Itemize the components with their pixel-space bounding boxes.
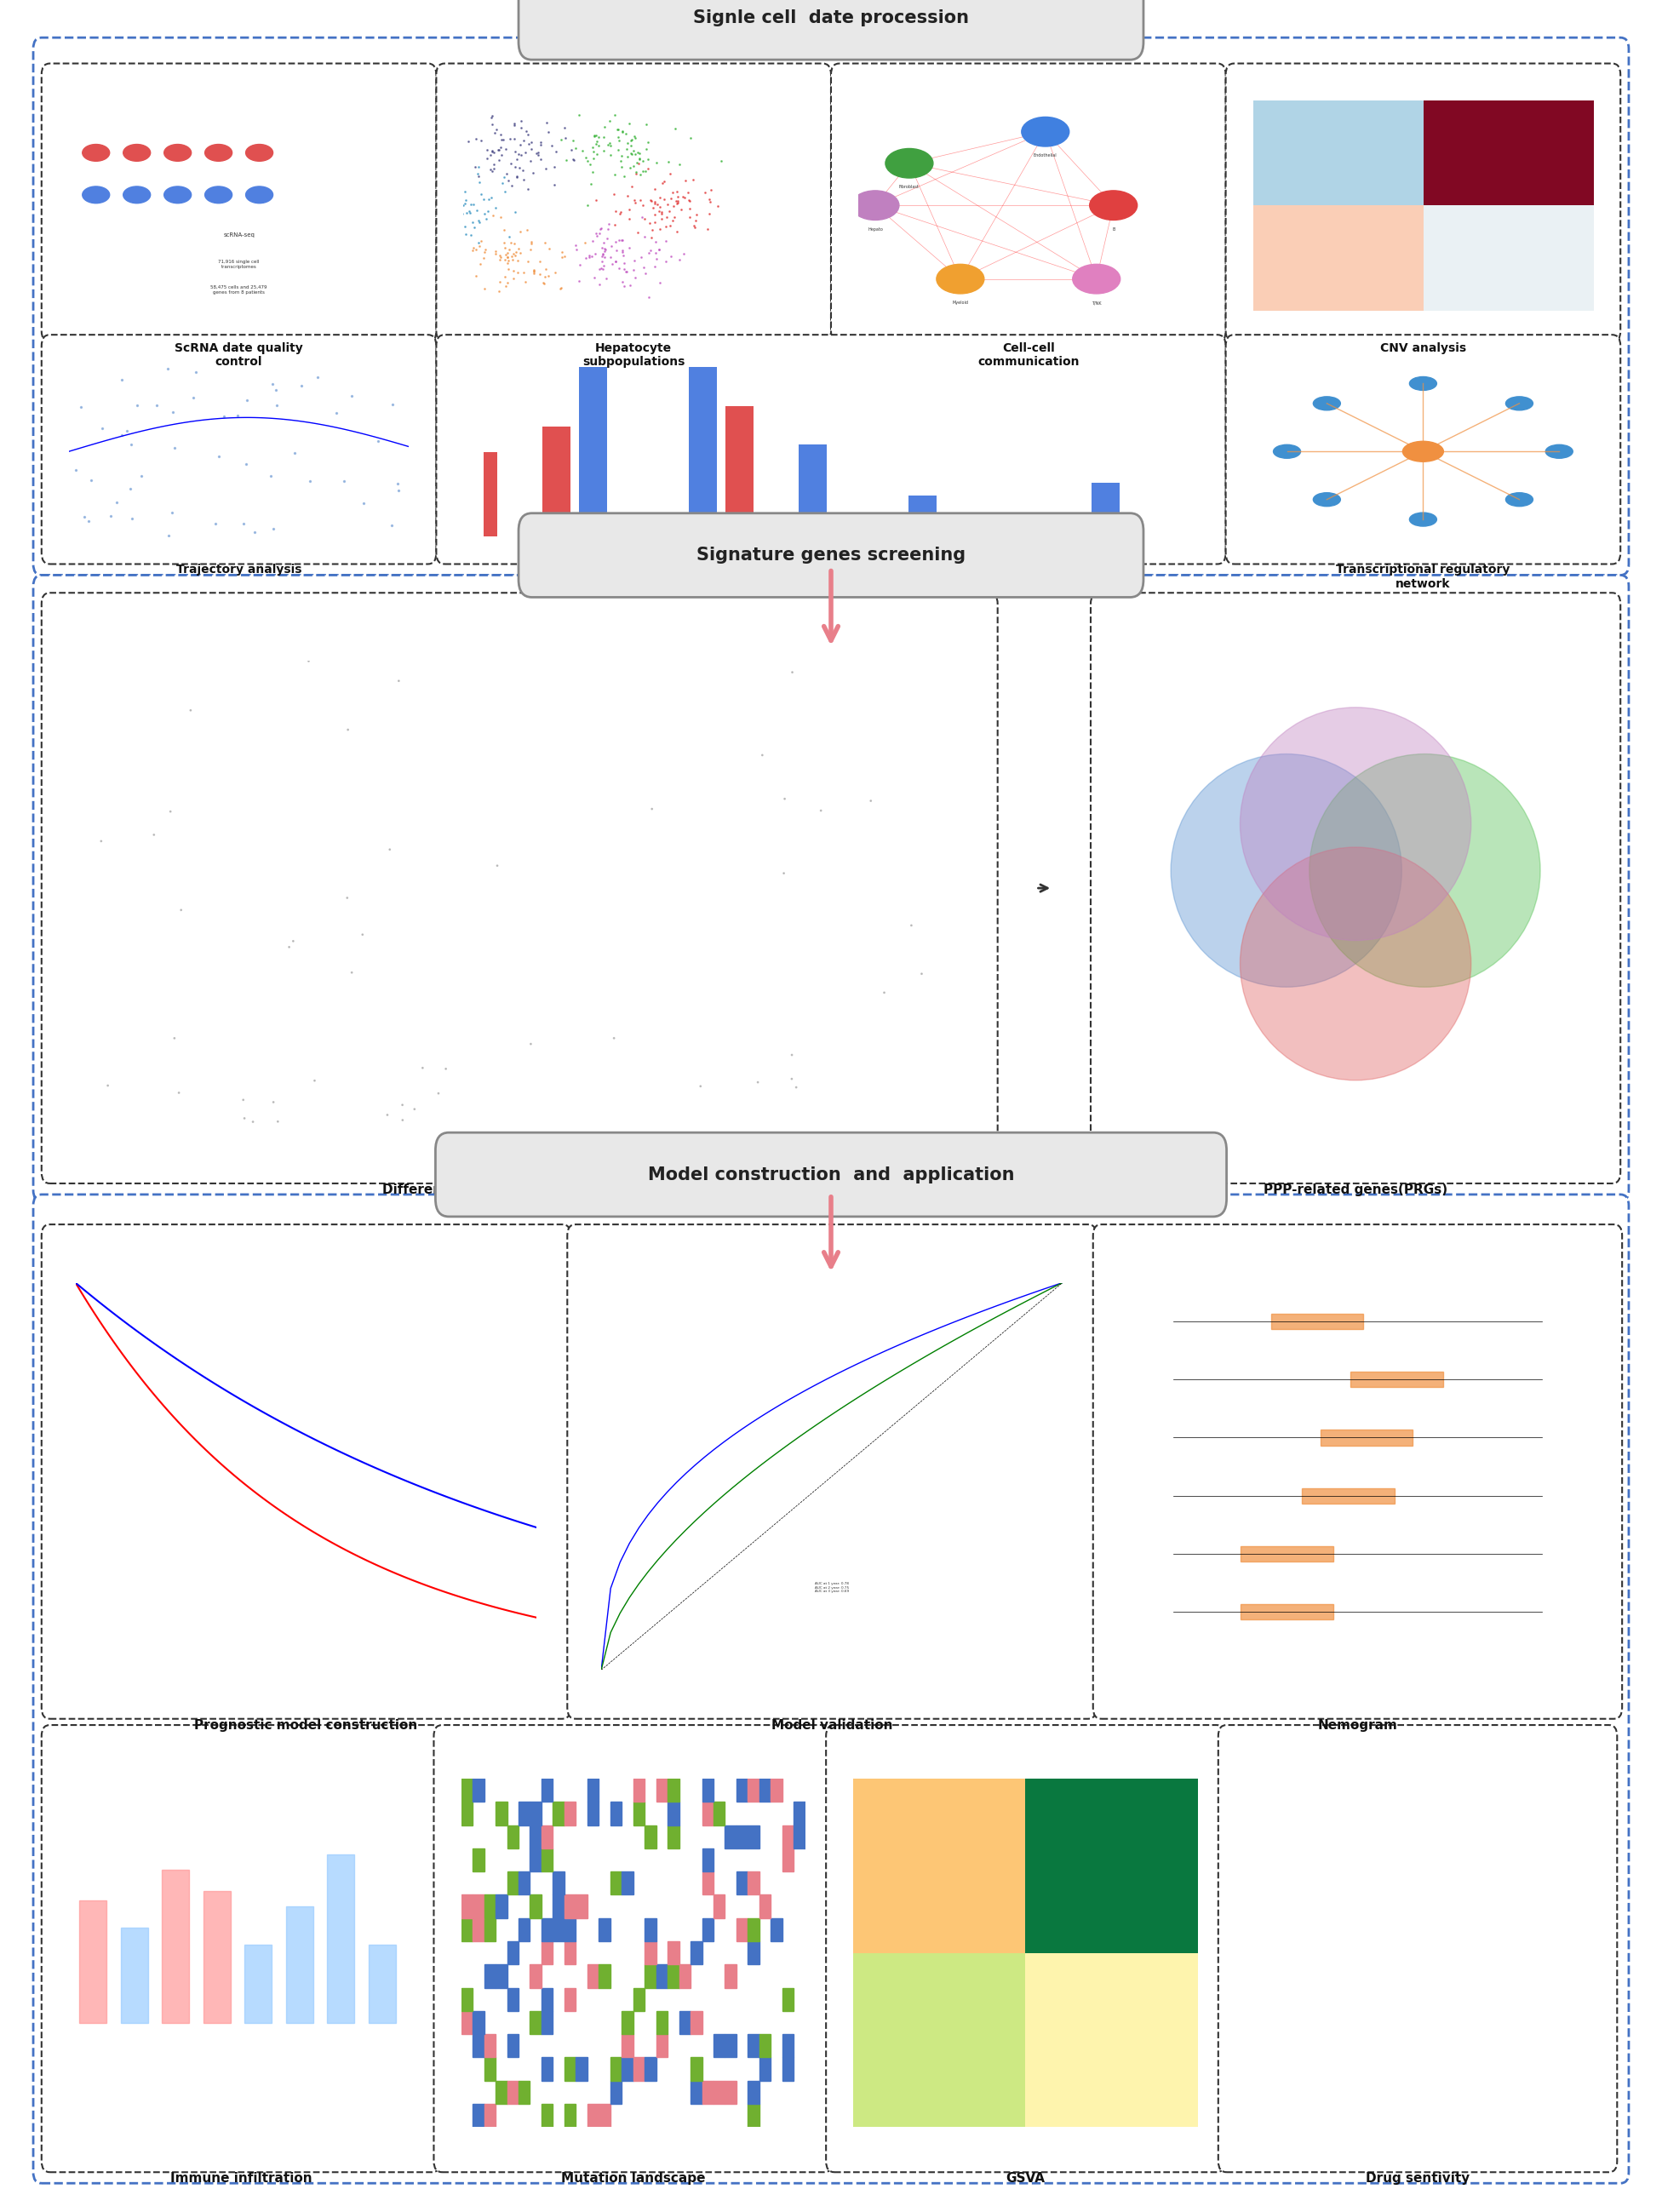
FancyBboxPatch shape	[42, 1225, 570, 1719]
Text: Transcriptional regulatory
network: Transcriptional regulatory network	[1336, 564, 1511, 591]
Text: Prognostic model construction: Prognostic model construction	[194, 1719, 417, 1732]
Text: PPP-related genes(PRGs): PPP-related genes(PRGs)	[1263, 1183, 1448, 1197]
FancyBboxPatch shape	[42, 64, 435, 343]
FancyBboxPatch shape	[1094, 1225, 1622, 1719]
FancyBboxPatch shape	[831, 64, 1227, 343]
FancyBboxPatch shape	[826, 1725, 1225, 2172]
FancyBboxPatch shape	[42, 593, 997, 1183]
Text: Immune infiltration: Immune infiltration	[170, 2172, 312, 2185]
FancyBboxPatch shape	[435, 1133, 1227, 1217]
Text: GSVA: GSVA	[1006, 2172, 1045, 2185]
Text: Signle cell  date procession: Signle cell date procession	[693, 9, 969, 27]
FancyBboxPatch shape	[519, 513, 1143, 597]
Text: Signature genes screening: Signature genes screening	[696, 546, 966, 564]
FancyBboxPatch shape	[33, 38, 1629, 575]
Text: Hepatocyte
subpopulations: Hepatocyte subpopulations	[582, 343, 685, 367]
Text: Mutation landscape: Mutation landscape	[562, 2172, 705, 2185]
FancyBboxPatch shape	[33, 1194, 1629, 2183]
Text: Model construction  and  application: Model construction and application	[648, 1166, 1014, 1183]
FancyBboxPatch shape	[33, 575, 1629, 1201]
FancyBboxPatch shape	[519, 0, 1143, 60]
Text: Differentially expressed genes(DEGs): Differentially expressed genes(DEGs)	[382, 1183, 656, 1197]
FancyBboxPatch shape	[1090, 593, 1620, 1183]
FancyBboxPatch shape	[1227, 334, 1620, 564]
FancyBboxPatch shape	[434, 1725, 833, 2172]
Text: Nemogram: Nemogram	[1318, 1719, 1398, 1732]
Text: CNV analysis: CNV analysis	[1379, 343, 1466, 354]
FancyBboxPatch shape	[42, 334, 435, 564]
FancyBboxPatch shape	[567, 1225, 1097, 1719]
Text: ScRNA date quality
control: ScRNA date quality control	[175, 343, 302, 367]
Text: Cell-cell
communication: Cell-cell communication	[977, 343, 1079, 367]
FancyBboxPatch shape	[435, 64, 831, 343]
Text: Model validation: Model validation	[771, 1719, 892, 1732]
FancyBboxPatch shape	[435, 334, 1227, 564]
FancyBboxPatch shape	[1227, 64, 1620, 343]
Text: Trajectory analysis: Trajectory analysis	[176, 564, 302, 575]
Text: Enrichmennt analysis: Enrichmennt analysis	[760, 564, 902, 575]
FancyBboxPatch shape	[1218, 1725, 1617, 2172]
FancyBboxPatch shape	[42, 1725, 440, 2172]
Text: Drug sentivity: Drug sentivity	[1366, 2172, 1469, 2185]
